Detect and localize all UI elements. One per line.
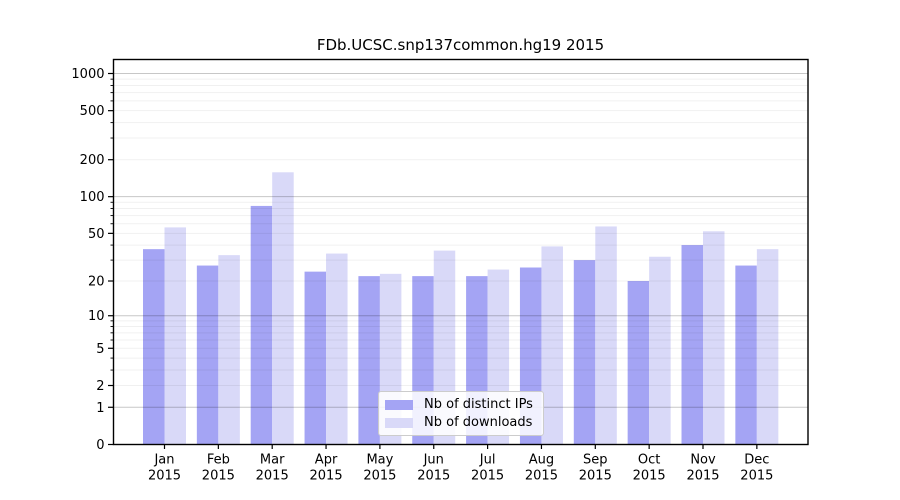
y-tick-label-200: 200 [80, 153, 105, 168]
x-tick-label-apr: Apr [315, 453, 338, 468]
x-tick-year-jun: 2015 [417, 469, 450, 484]
legend: Nb of distinct IPs Nb of downloads [378, 391, 544, 436]
y-tick-label-500: 500 [80, 104, 105, 119]
x-tick-label-nov: Nov [690, 453, 716, 468]
x-tick-label-jun: Jun [423, 453, 444, 468]
bar-distinct-ips-oct [627, 281, 650, 445]
x-tick-label-sep: Sep [583, 453, 608, 468]
x-tick-year-nov: 2015 [686, 469, 719, 484]
x-tick-label-oct: Oct [638, 453, 660, 468]
x-tick-label-dec: Dec [744, 453, 769, 468]
bar-downloads-apr [326, 253, 348, 445]
bar-distinct-ips-apr [304, 271, 327, 445]
bar-downloads-nov [703, 231, 725, 445]
bar-downloads-feb [218, 255, 240, 445]
legend-label-distinct-ips: Nb of distinct IPs [424, 397, 533, 412]
y-tick-label-50: 50 [88, 227, 105, 242]
legend-swatch-downloads [385, 417, 413, 428]
x-tick-year-jul: 2015 [471, 469, 504, 484]
plot-frame [112, 58, 809, 446]
bar-distinct-ips-dec [735, 265, 757, 445]
x-tick-year-jan: 2015 [148, 469, 181, 484]
y-tick-label-10: 10 [88, 309, 105, 324]
y-tick-label-0: 0 [96, 438, 104, 453]
bar-distinct-ips-jan [143, 249, 165, 445]
bar-downloads-oct [649, 256, 671, 445]
x-tick-year-may: 2015 [363, 469, 396, 484]
x-tick-label-jul: Jul [479, 453, 496, 468]
y-tick-label-1000: 1000 [71, 67, 104, 82]
x-tick-year-dec: 2015 [740, 469, 773, 484]
x-tick-label-jan: Jan [153, 453, 174, 468]
y-tick-label-5: 5 [96, 342, 104, 357]
y-tick-label-100: 100 [80, 190, 105, 205]
x-tick-year-sep: 2015 [579, 469, 612, 484]
legend-label-downloads: Nb of downloads [424, 415, 533, 430]
x-tick-label-aug: Aug [529, 453, 554, 468]
bar-distinct-ips-sep [573, 260, 596, 445]
x-tick-label-may: May [366, 453, 393, 468]
bar-downloads-aug [541, 246, 563, 445]
y-tick-label-1: 1 [96, 401, 104, 416]
legend-swatch-distinct-ips [385, 399, 413, 410]
y-tick-label-20: 20 [88, 275, 105, 290]
bar-distinct-ips-nov [681, 245, 703, 445]
bar-downloads-sep [595, 226, 617, 445]
bar-downloads-jan [164, 227, 186, 445]
bar-distinct-ips-mar [250, 205, 273, 445]
y-tick-label-2: 2 [96, 379, 104, 394]
x-tick-year-oct: 2015 [633, 469, 666, 484]
x-tick-label-feb: Feb [207, 453, 230, 468]
bar-downloads-mar [272, 172, 294, 445]
legend-entry-distinct-ips: Nb of distinct IPs [385, 397, 535, 412]
bar-downloads-dec [756, 249, 779, 445]
legend-entry-downloads: Nb of downloads [385, 415, 535, 430]
bar-distinct-ips-may [358, 276, 380, 445]
x-tick-label-mar: Mar [260, 453, 285, 468]
x-tick-year-mar: 2015 [256, 469, 289, 484]
x-tick-year-feb: 2015 [202, 469, 235, 484]
x-tick-year-apr: 2015 [310, 469, 343, 484]
chart-title: FDb.UCSC.snp137common.hg19 2015 [316, 36, 605, 54]
bar-distinct-ips-feb [196, 265, 219, 445]
x-tick-year-aug: 2015 [525, 469, 558, 484]
